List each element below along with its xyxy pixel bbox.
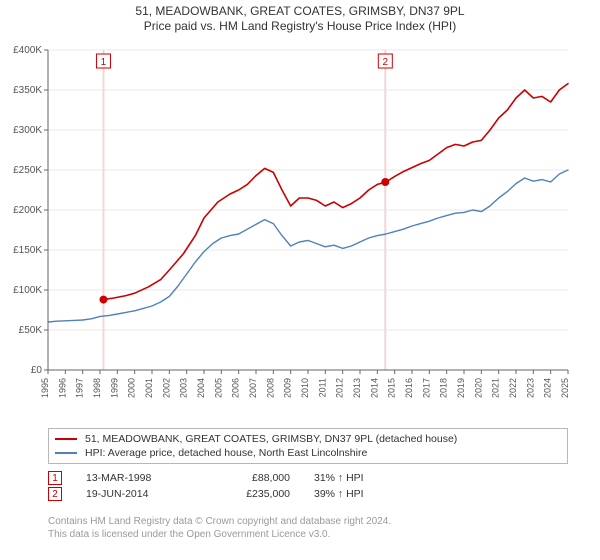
- x-tick-label: 2012: [335, 378, 345, 398]
- legend-label: 51, MEADOWBANK, GREAT COATES, GRIMSBY, D…: [85, 432, 457, 446]
- x-tick-label: 1995: [40, 378, 50, 398]
- x-tick-label: 2010: [300, 378, 310, 398]
- x-tick-label: 2022: [508, 378, 518, 398]
- x-tick-label: 2019: [456, 378, 466, 398]
- y-tick-label: £300K: [13, 125, 42, 136]
- x-tick-label: 2016: [404, 378, 414, 398]
- event-badge: 1: [48, 471, 62, 485]
- chart-svg: £0 £50K £100K £150K £200K £250K £300K £350K £400…: [0, 40, 600, 420]
- event-row: 2 19-JUN-2014 £235,000 39% ↑ HPI: [48, 486, 568, 502]
- footer-attribution: Contains HM Land Registry data © Crown c…: [48, 515, 568, 541]
- x-tick-label: 2007: [248, 378, 258, 398]
- event-delta: 39% ↑ HPI: [314, 488, 414, 500]
- x-tick-label: 2008: [265, 378, 275, 398]
- y-tick-label: £150K: [13, 245, 42, 256]
- x-tick-label: 2009: [283, 378, 293, 398]
- legend-row: HPI: Average price, detached house, Nort…: [55, 446, 561, 460]
- event-date: 13-MAR-1998: [86, 472, 186, 484]
- y-tick-label: £100K: [13, 285, 42, 296]
- x-tick-label: 1996: [57, 378, 67, 398]
- event-price: £235,000: [210, 488, 290, 500]
- event-marker-badge: 2: [383, 57, 389, 68]
- chart-title-block: 51, MEADOWBANK, GREAT COATES, GRIMSBY, D…: [0, 0, 600, 34]
- y-tick-label: £200K: [13, 205, 42, 216]
- x-tick-label: 2006: [231, 378, 241, 398]
- legend-label: HPI: Average price, detached house, Nort…: [85, 446, 367, 460]
- chart-container: £0 £50K £100K £150K £200K £250K £300K £350K £400…: [0, 40, 600, 420]
- y-tick-label: £400K: [13, 45, 42, 56]
- x-tick-label: 1997: [75, 378, 85, 398]
- x-tick-label: 2005: [213, 378, 223, 398]
- x-tick-label: 2018: [439, 378, 449, 398]
- x-tick-label: 2000: [127, 378, 137, 398]
- x-tick-label: 2011: [317, 378, 327, 397]
- event-delta: 31% ↑ HPI: [314, 472, 414, 484]
- x-tick-label: 2002: [161, 378, 171, 398]
- x-tick-label: 2003: [179, 378, 189, 398]
- event-marker-dot: [381, 178, 389, 186]
- x-tick-label: 2014: [369, 378, 379, 398]
- y-tick-label: £50K: [19, 325, 43, 336]
- event-price: £88,000: [210, 472, 290, 484]
- y-tick-label: £0: [31, 365, 43, 376]
- legend-box: 51, MEADOWBANK, GREAT COATES, GRIMSBY, D…: [48, 428, 568, 464]
- x-tick-label: 2023: [525, 378, 535, 398]
- legend-swatch: [55, 438, 77, 440]
- y-tick-label: £250K: [13, 165, 42, 176]
- x-tick-label: 2024: [543, 378, 553, 398]
- legend-swatch: [55, 452, 77, 454]
- event-row: 1 13-MAR-1998 £88,000 31% ↑ HPI: [48, 470, 568, 486]
- x-tick-label: 2025: [560, 378, 570, 398]
- footer-line1: Contains HM Land Registry data © Crown c…: [48, 515, 568, 528]
- event-marker-badge: 1: [101, 57, 107, 68]
- event-badge: 2: [48, 487, 62, 501]
- x-tick-label: 2017: [421, 378, 431, 398]
- x-tick-label: 2001: [144, 378, 154, 398]
- x-tick-label: 2013: [352, 378, 362, 398]
- x-tick-label: 2015: [387, 378, 397, 398]
- chart-title-line2: Price paid vs. HM Land Registry's House …: [0, 19, 600, 34]
- events-table: 1 13-MAR-1998 £88,000 31% ↑ HPI 2 19-JUN-2014…: [48, 470, 568, 502]
- y-tick-label: £350K: [13, 85, 42, 96]
- x-tick-label: 1999: [109, 378, 119, 398]
- x-tick-label: 2004: [196, 378, 206, 398]
- x-tick-label: 2021: [491, 378, 501, 398]
- event-date: 19-JUN-2014: [86, 488, 186, 500]
- x-tick-label: 2020: [473, 378, 483, 398]
- event-marker-dot: [99, 296, 107, 304]
- x-tick-label: 1998: [92, 378, 102, 398]
- chart-title-line1: 51, MEADOWBANK, GREAT COATES, GRIMSBY, D…: [0, 4, 600, 19]
- legend-row: 51, MEADOWBANK, GREAT COATES, GRIMSBY, D…: [55, 432, 561, 446]
- footer-line2: This data is licensed under the Open Gov…: [48, 528, 568, 541]
